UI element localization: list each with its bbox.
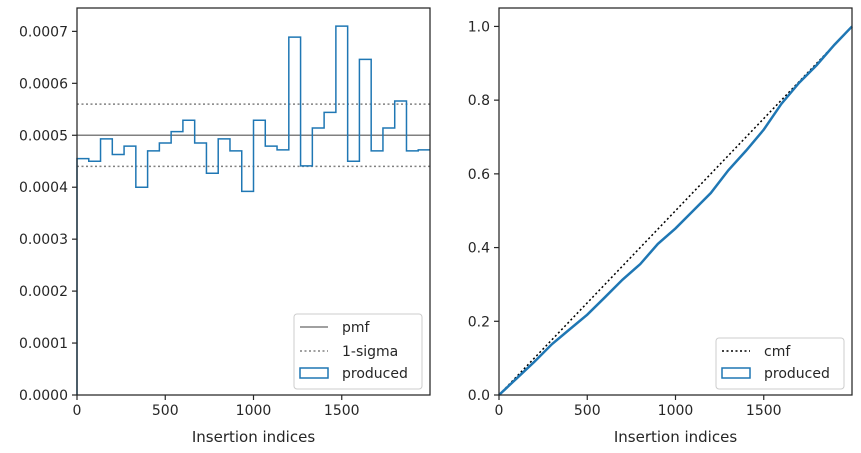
histogram-bin (242, 191, 254, 395)
histogram-bin (148, 151, 160, 395)
cumulative-y-tick-label: 0.2 (468, 314, 490, 330)
histogram-bin (265, 146, 277, 395)
histogram-y-tick-label: 0.0002 (19, 284, 68, 300)
legend-sigma-label: 1-sigma (342, 344, 398, 360)
histogram-bin (171, 132, 183, 395)
histogram-bin (124, 146, 136, 395)
histogram-ticks: 0 500 1000 1500 0.0000 0.0001 0.0002 0.0003 0.00… (19, 24, 360, 419)
histogram-bin (112, 154, 124, 395)
legend-cumulative-produced-swatch (721, 367, 751, 379)
cumulative-y-tick-label: 1.0 (468, 19, 490, 35)
cumulative-x-tick-label: 0 (495, 403, 504, 419)
legend-cmf-label: cmf (764, 344, 791, 360)
cumulative-x-tick-label: 1000 (658, 403, 694, 419)
cumulative-ticks: 0 500 1000 1500 0.0 0.2 0.4 0.6 0.8 1.0 (468, 19, 782, 419)
histogram-frame (76, 7, 431, 396)
histogram-y-tick-label: 0.0000 (19, 388, 68, 404)
histogram-x-axis-label: Insertion indices (192, 428, 315, 446)
histogram-chart: 0 500 1000 1500 0.0000 0.0001 0.0002 0.0003 0.00… (19, 7, 431, 446)
histogram-bin (77, 159, 89, 395)
cumulative-legend: cmf produced (715, 337, 845, 390)
histogram-bin (277, 150, 289, 395)
histogram-x-tick-label: 1000 (236, 403, 272, 419)
histogram-y-tick-label: 0.0001 (19, 336, 68, 352)
cumulative-y-tick-label: 0.0 (468, 388, 490, 404)
cumulative-y-tick-label: 0.6 (468, 167, 490, 183)
histogram-bin (206, 173, 218, 395)
histogram-y-tick-label: 0.0007 (19, 24, 68, 40)
histogram-plot-area (76, 25, 430, 395)
histogram-bin (254, 120, 266, 395)
histogram-bin (89, 161, 101, 395)
histogram-bin (159, 143, 171, 395)
histogram-y-tick-label: 0.0006 (19, 76, 68, 92)
histogram-bin (183, 120, 195, 395)
histogram-y-tick-label: 0.0005 (19, 128, 68, 144)
histogram-bin (136, 187, 148, 395)
legend-cumulative-produced-label: produced (764, 366, 830, 382)
histogram-bin (230, 151, 242, 395)
histogram-x-tick-label: 500 (152, 403, 179, 419)
legend-produced-label: produced (342, 366, 408, 382)
histogram-x-tick-label: 1500 (324, 403, 360, 419)
cumulative-x-tick-label: 1500 (746, 403, 782, 419)
produced-histogram-step (76, 25, 430, 395)
cumulative-chart: 0 500 1000 1500 0.0 0.2 0.4 0.6 0.8 1.0 Insertion… (468, 7, 853, 446)
histogram-y-tick-label: 0.0003 (19, 232, 68, 248)
produced-cumulative-line (498, 25, 853, 396)
histogram-y-tick-label: 0.0004 (19, 180, 68, 196)
cumulative-frame (498, 7, 853, 396)
histogram-bin (218, 139, 230, 395)
legend-pmf-label: pmf (342, 320, 371, 336)
cumulative-y-tick-label: 0.4 (468, 241, 490, 257)
histogram-bin (101, 139, 113, 395)
legend-produced-swatch (299, 367, 329, 379)
histogram-x-tick-label: 0 (73, 403, 82, 419)
cumulative-plot-area (498, 25, 853, 396)
histogram-bin (195, 143, 207, 395)
cumulative-legend-box (715, 337, 845, 390)
histogram-legend-box (293, 313, 423, 390)
histogram-legend: pmf 1-sigma produced (293, 313, 423, 390)
cumulative-x-axis-label: Insertion indices (614, 428, 737, 446)
cumulative-x-tick-label: 500 (574, 403, 601, 419)
cumulative-y-tick-label: 0.8 (468, 93, 490, 109)
